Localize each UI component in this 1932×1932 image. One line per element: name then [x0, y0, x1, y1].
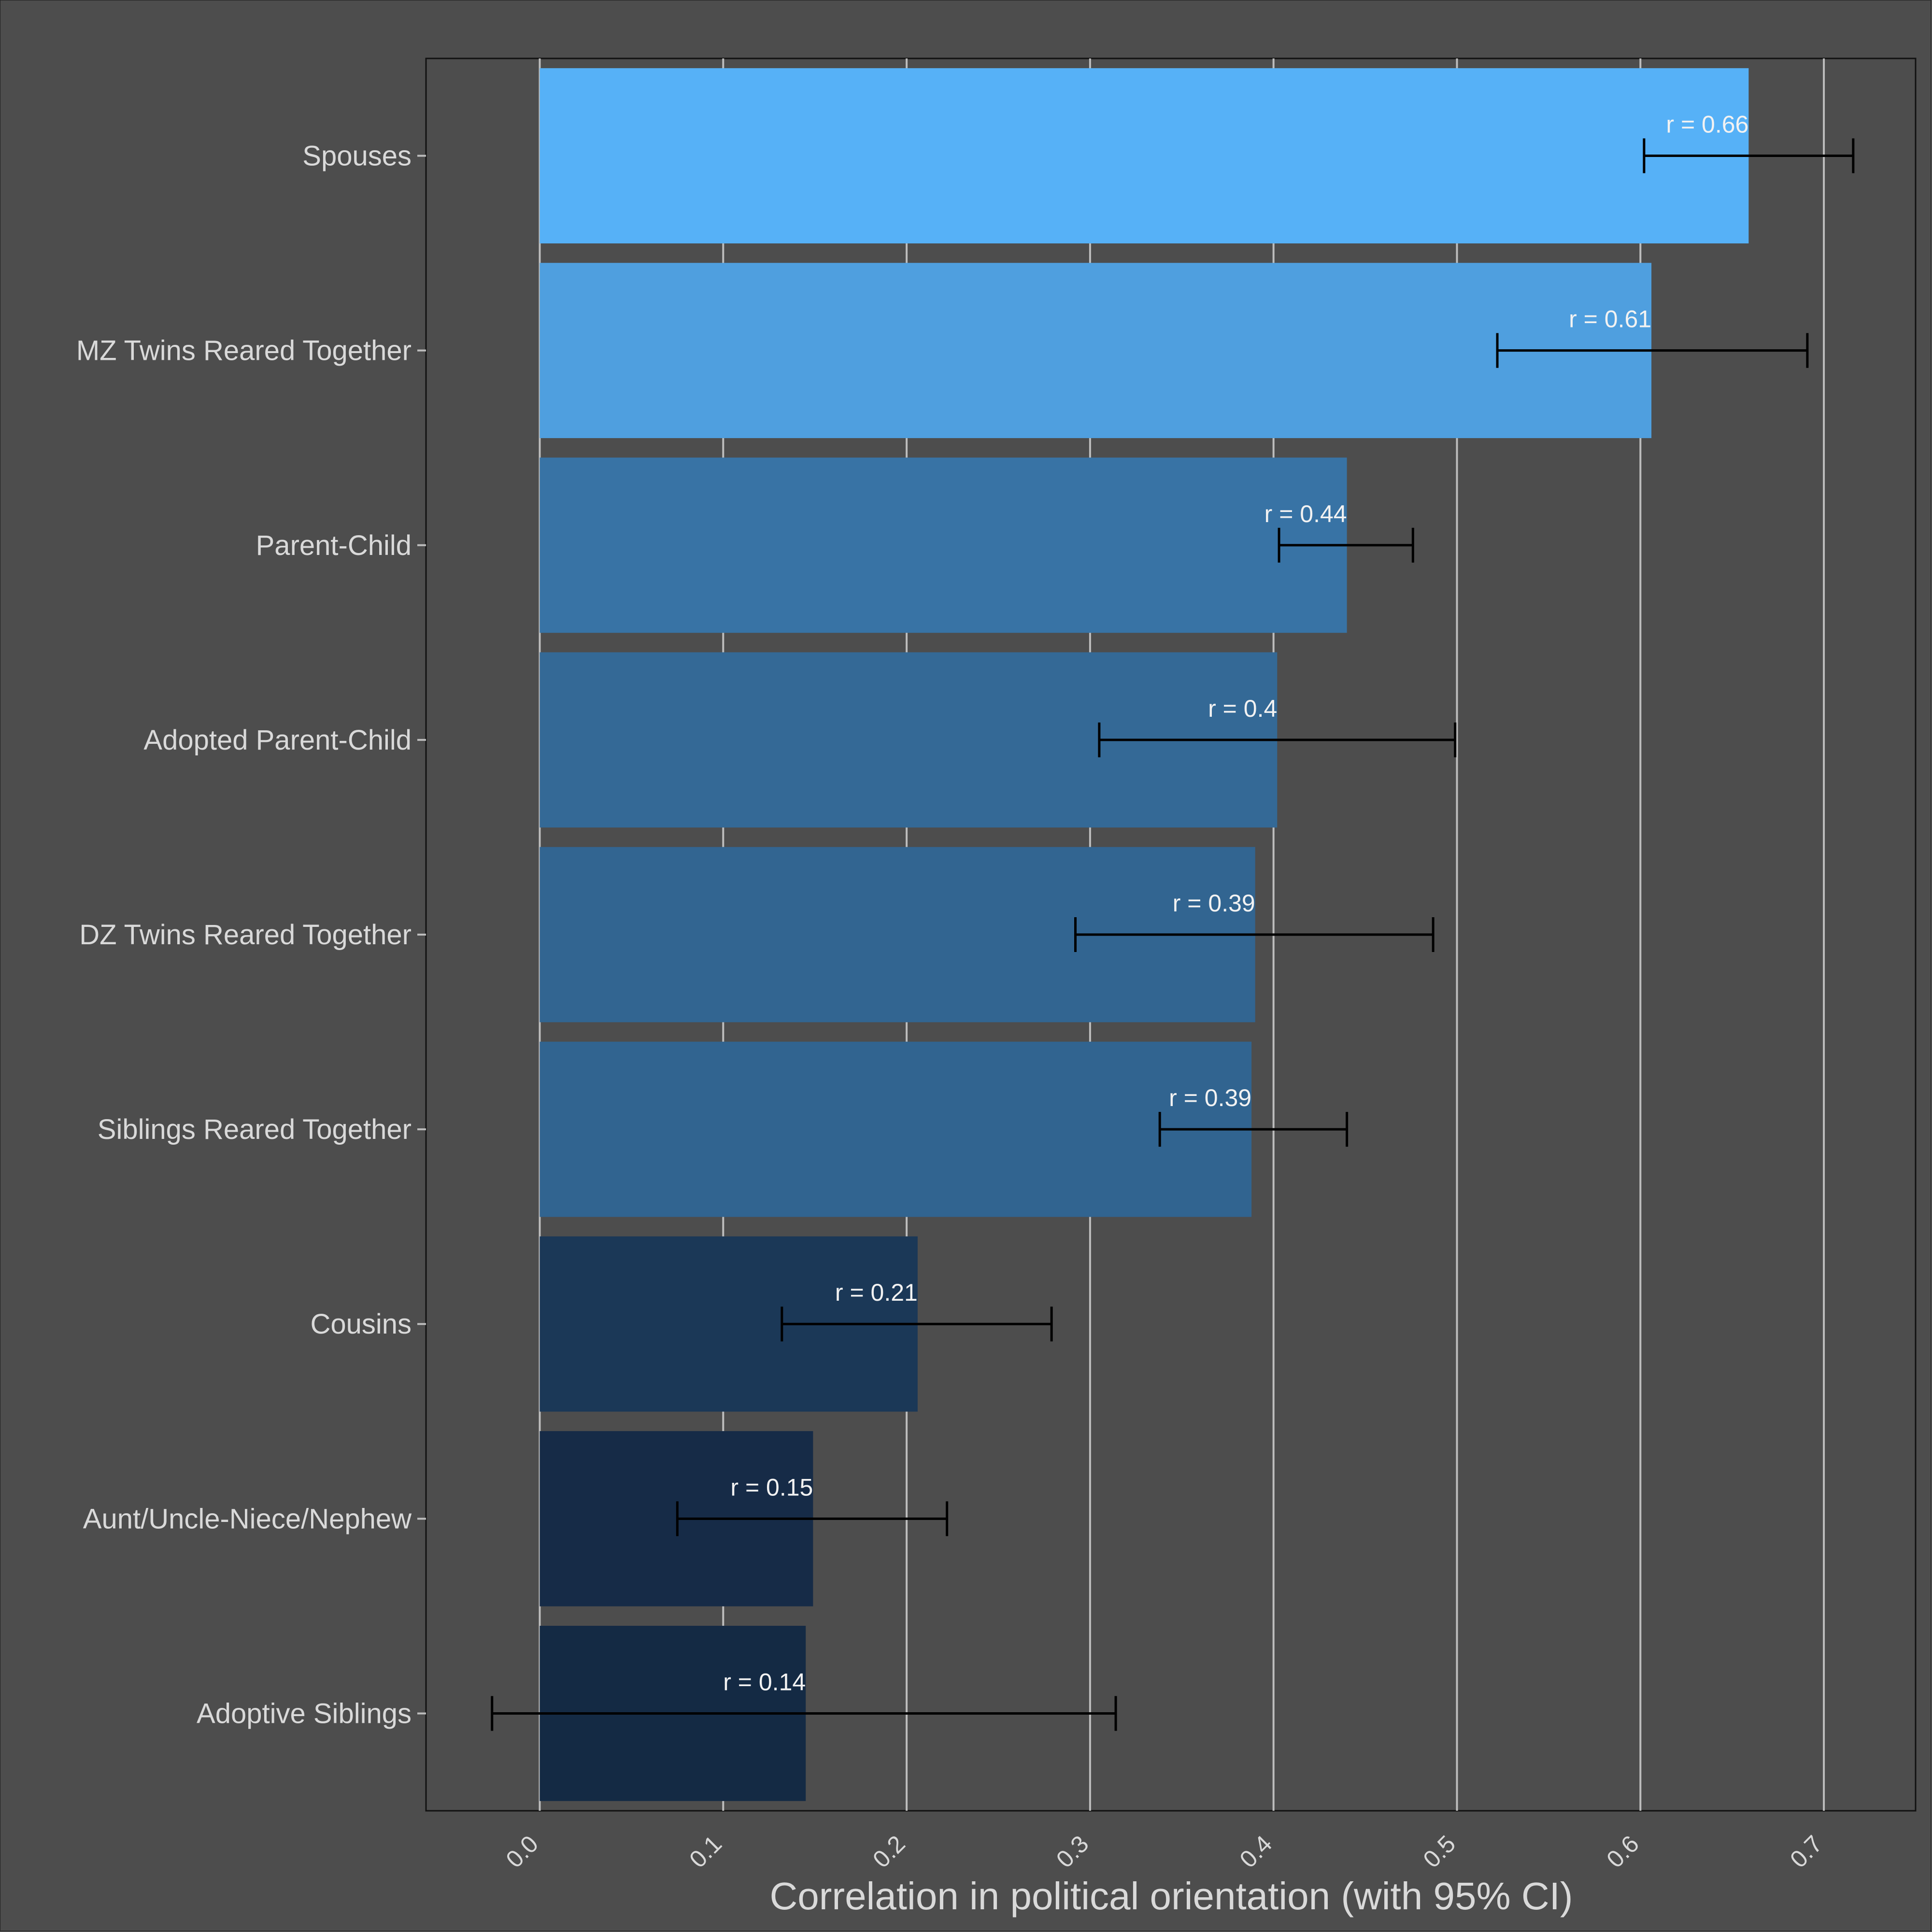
bar — [540, 68, 1749, 243]
bar-value-label: r = 0.39 — [1169, 1084, 1251, 1111]
bar — [540, 457, 1347, 633]
category-label: Parent-Child — [256, 530, 412, 561]
y-axis-labels: Spouses MZ Twins Reared Together Parent-Ch… — [76, 141, 426, 1729]
bar-value-label: r = 0.39 — [1173, 890, 1255, 917]
error-bars — [491, 138, 1855, 1731]
category-label: Aunt/Uncle-Niece/Nephew — [83, 1503, 412, 1534]
x-axis-tick-labels: 0.0 0.1 0.2 0.3 0.4 0.5 0.6 0.7 — [501, 1830, 1828, 1873]
bar-value-label: r = 0.21 — [835, 1279, 918, 1306]
bar-value-label: r = 0.66 — [1666, 111, 1748, 138]
x-tick-label: 0.7 — [1785, 1830, 1828, 1873]
category-label: Siblings Reared Together — [98, 1114, 412, 1145]
bar-value-label: r = 0.4 — [1208, 695, 1277, 722]
category-label: MZ Twins Reared Together — [76, 335, 412, 367]
category-label: Adoptive Siblings — [197, 1698, 412, 1729]
x-axis-title: Correlation in political orientation (wi… — [770, 1875, 1573, 1918]
x-tick-label: 0.1 — [684, 1830, 727, 1873]
bar — [540, 263, 1652, 439]
bar-value-label: r = 0.44 — [1264, 500, 1347, 527]
bar-value-label: r = 0.15 — [730, 1474, 813, 1501]
x-tick-label: 0.6 — [1601, 1830, 1644, 1873]
x-tick-label: 0.5 — [1418, 1830, 1461, 1873]
x-tick-label: 0.2 — [867, 1830, 910, 1873]
x-tick-label: 0.0 — [501, 1830, 544, 1873]
category-label: DZ Twins Reared Together — [79, 919, 412, 951]
category-label: Spouses — [302, 141, 412, 172]
bar-value-labels: r = 0.66 r = 0.61 r = 0.44 r = 0.4 r = 0.39 r… — [723, 111, 1748, 1696]
x-tick-label: 0.4 — [1235, 1830, 1278, 1873]
category-label: Cousins — [310, 1308, 412, 1340]
bar — [540, 1041, 1252, 1217]
category-label: Adopted Parent-Child — [143, 724, 412, 756]
x-tick-label: 0.3 — [1051, 1830, 1094, 1873]
bar-value-label: r = 0.61 — [1569, 306, 1651, 333]
bar-value-label: r = 0.14 — [723, 1668, 806, 1695]
bars — [540, 68, 1749, 1801]
